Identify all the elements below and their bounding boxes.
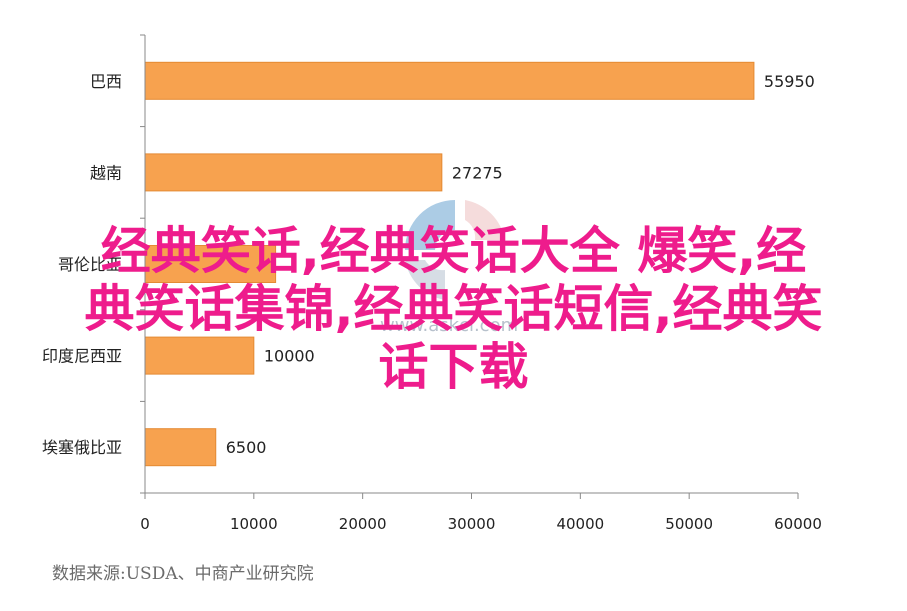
- category-label: 巴西: [90, 72, 122, 91]
- x-tick-label: 10000: [230, 515, 278, 533]
- value-labels: 55950 27275 10000 6500: [226, 72, 815, 457]
- x-tick-label: 20000: [339, 515, 387, 533]
- x-tick-labels: 0 10000 20000 30000 40000 50000 60000: [140, 515, 822, 533]
- data-label: 6500: [226, 438, 267, 457]
- askci-logo-icon: [405, 200, 505, 300]
- overlay-line-3: 话下载: [378, 338, 529, 396]
- overlay-line-1: 经典笑话,经典笑话大全 爆笑,经: [100, 222, 807, 280]
- category-label: 哥伦比亚: [58, 255, 122, 274]
- x-tick-label: 50000: [665, 515, 713, 533]
- category-label: 埃塞俄比亚: [42, 438, 122, 457]
- overlay-line-2: 典笑话集锦,经典笑话短信,经典笑: [84, 280, 823, 338]
- data-label: 55950: [764, 72, 815, 91]
- bars-group: [144, 61, 755, 467]
- x-tick-label: 40000: [556, 515, 604, 533]
- bar-4: [144, 428, 217, 467]
- category-label: 越南: [90, 163, 122, 182]
- watermark-text: www.askci.com: [380, 315, 519, 336]
- data-source-note: 数据来源:USDA、中商产业研究院: [52, 564, 314, 584]
- bar-0: [144, 61, 755, 100]
- x-tick-label: 0: [140, 515, 150, 533]
- x-tick-label: 30000: [448, 515, 496, 533]
- bar-2: [144, 245, 277, 283]
- overlay-headline: 经典笑话,经典笑话大全 爆笑,经 典笑话集锦,经典笑话短信,经典笑 话下载: [0, 222, 907, 396]
- data-label: 27275: [452, 163, 503, 182]
- bar-1: [144, 153, 443, 192]
- category-label: 印度尼西亚: [42, 347, 122, 366]
- x-tick-label: 60000: [774, 515, 822, 533]
- axes: [140, 34, 799, 499]
- bar-3: [144, 336, 255, 375]
- data-label: 10000: [264, 347, 315, 366]
